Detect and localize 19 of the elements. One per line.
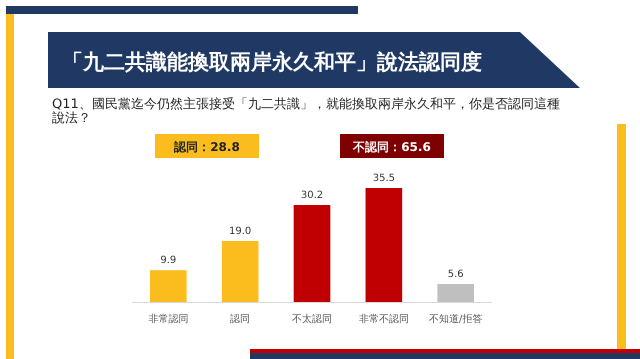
x-tick-label: 不太認同: [292, 313, 332, 325]
bar: [366, 188, 402, 302]
x-tick-label: 非常不認同: [358, 313, 409, 325]
x-tick-label: 不知道/拒答: [429, 313, 482, 325]
data-label: 35.5: [372, 173, 395, 184]
data-label: 19.0: [229, 226, 252, 237]
x-tick-label: 認同: [230, 313, 250, 325]
data-label: 5.6: [448, 269, 464, 280]
bar: [437, 284, 474, 302]
data-label: 30.2: [300, 190, 324, 202]
chart-title: 「九二共識能換取兩岸永久和平」說法認同度: [62, 50, 482, 74]
bar: [294, 205, 330, 302]
x-tick-label: 非常認同: [148, 313, 188, 325]
chart-subtitle: Q11、國民黨迄今仍然主張接受「九二共識」，就能換取兩岸永久和平，你是否認同這種說法？: [52, 96, 560, 126]
bar: [150, 270, 187, 302]
bar: [222, 240, 258, 302]
text: 認同：28.8: [173, 140, 240, 154]
text: 不認同：65.6: [352, 140, 431, 154]
data-label: 9.9: [160, 255, 176, 266]
